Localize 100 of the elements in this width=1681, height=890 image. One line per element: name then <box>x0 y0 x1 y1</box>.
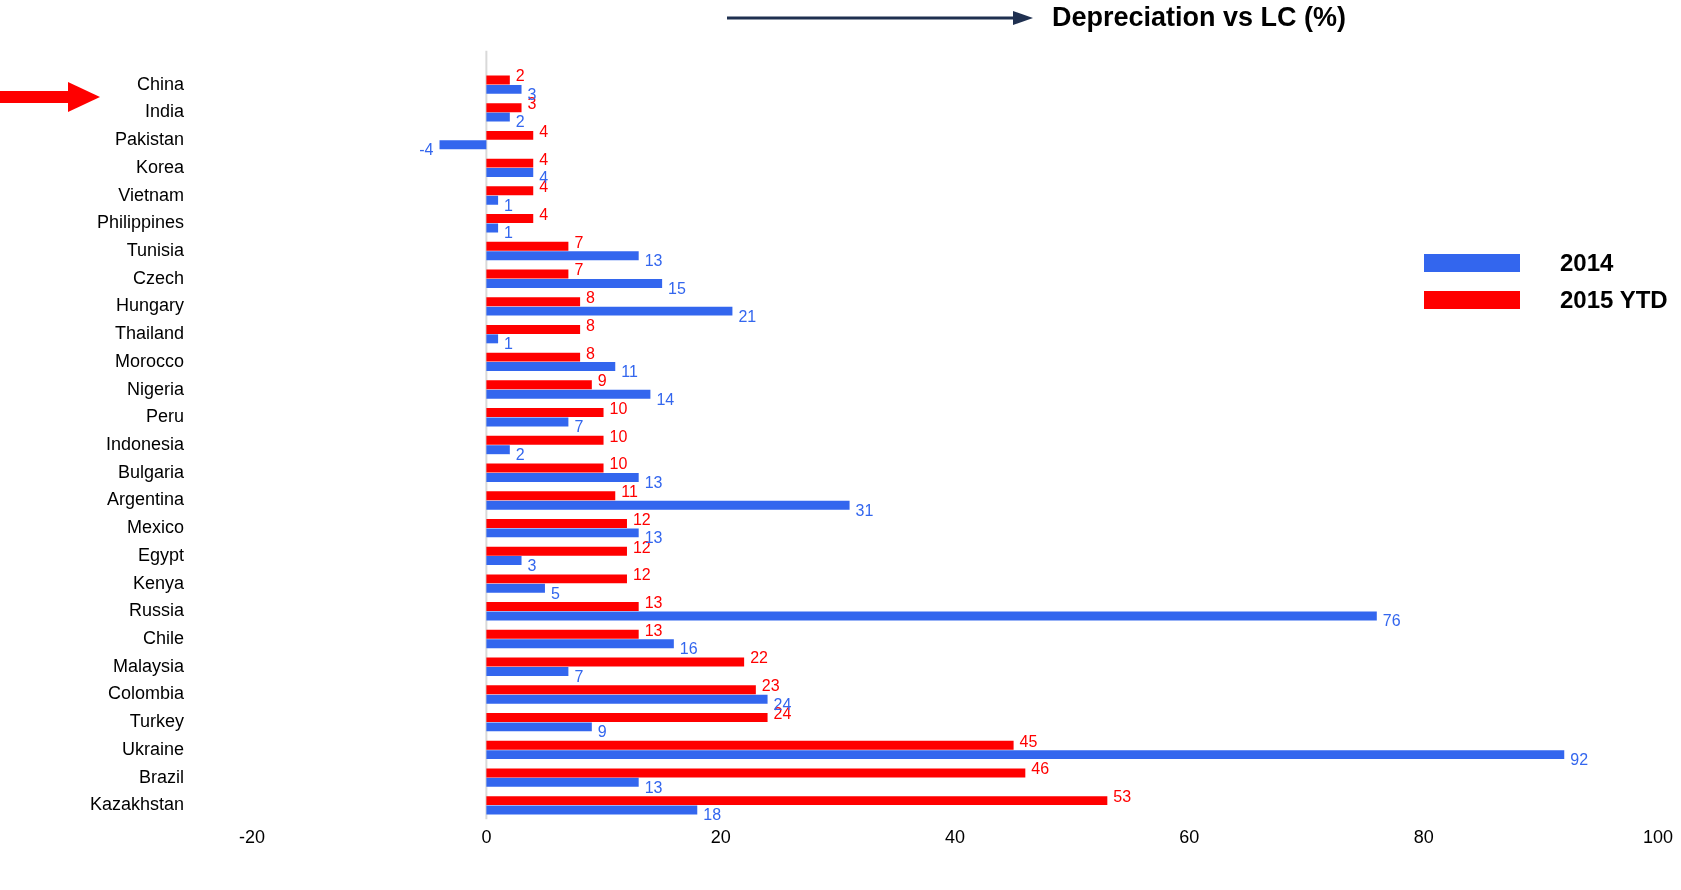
bar <box>486 389 651 399</box>
bar <box>486 251 639 261</box>
bar <box>486 685 756 695</box>
x-tick-label: 40 <box>945 826 966 847</box>
y-tick-label: Brazil <box>139 766 185 787</box>
y-tick-label: Malaysia <box>113 655 186 676</box>
data-label: 13 <box>644 621 663 639</box>
data-label: 12 <box>632 510 651 528</box>
bar <box>486 805 698 815</box>
data-label: 18 <box>703 806 722 824</box>
data-label: 2 <box>515 446 525 464</box>
data-label: 9 <box>597 723 607 741</box>
data-label: 8 <box>586 344 596 362</box>
data-label: 8 <box>586 316 596 334</box>
y-tick-label: Indonesia <box>105 433 186 454</box>
data-label: 22 <box>750 649 769 667</box>
bar <box>486 629 639 639</box>
bar <box>486 112 510 122</box>
bar <box>486 352 581 362</box>
data-label: 2 <box>515 113 525 131</box>
data-label: 13 <box>644 473 663 491</box>
data-label: 4 <box>539 205 549 223</box>
bar <box>486 666 569 676</box>
bar <box>486 186 534 196</box>
x-tick-label: 60 <box>1179 826 1200 847</box>
y-tick-label: India <box>145 101 186 122</box>
bar <box>486 214 534 224</box>
data-label: 92 <box>1570 751 1589 769</box>
data-label: 15 <box>668 279 687 297</box>
data-label: 10 <box>609 427 628 445</box>
bar <box>486 324 581 334</box>
y-tick-label: Korea <box>136 156 186 177</box>
y-tick-label: Vietnam <box>118 184 185 205</box>
bar <box>486 694 768 704</box>
bar <box>486 463 604 473</box>
y-tick-label: Philippines <box>97 212 185 233</box>
x-tick-label: 80 <box>1413 826 1434 847</box>
bar <box>486 130 534 140</box>
y-tick-label: Pakistan <box>115 129 185 150</box>
bar <box>486 380 592 390</box>
x-tick-label: 100 <box>1642 826 1674 847</box>
y-tick-label: Mexico <box>127 517 185 538</box>
y-tick-label: Colombia <box>108 683 186 704</box>
data-label: 1 <box>504 224 514 242</box>
bar <box>486 528 639 538</box>
bar <box>486 334 499 344</box>
data-label: 13 <box>644 252 663 270</box>
data-label: 4 <box>539 150 549 168</box>
data-label: 10 <box>609 399 628 417</box>
legend-label: 2015 YTD <box>1560 285 1668 314</box>
data-label: 1 <box>504 196 514 214</box>
data-label: 12 <box>632 566 651 584</box>
bar <box>486 574 627 584</box>
bar <box>486 435 604 445</box>
y-tick-label: Ukraine <box>122 738 185 759</box>
y-tick-label: Tunisia <box>126 239 186 260</box>
y-tick-label: China <box>137 73 186 94</box>
bar <box>486 740 1014 750</box>
bar <box>486 445 510 455</box>
data-label: 11 <box>621 483 638 501</box>
data-label: 10 <box>609 455 628 473</box>
y-tick-label: Nigeria <box>127 378 186 399</box>
bar <box>486 602 639 612</box>
bar <box>486 241 569 251</box>
bar <box>486 195 499 205</box>
bar <box>486 768 1026 778</box>
data-label: 8 <box>586 289 596 307</box>
data-label: 11 <box>621 362 638 380</box>
bar <box>486 306 733 316</box>
bar <box>486 583 545 593</box>
bar <box>486 297 581 307</box>
bar <box>486 546 627 556</box>
x-tick-label: 0 <box>481 826 492 847</box>
bar <box>486 777 639 787</box>
x-tick-label: 20 <box>710 826 731 847</box>
bar <box>439 140 487 150</box>
bar <box>486 472 639 482</box>
chart-title: Depreciation vs LC (%) <box>1052 2 1347 33</box>
y-tick-label: Bulgaria <box>118 461 186 482</box>
bar <box>486 75 510 85</box>
bar <box>486 103 522 113</box>
y-tick-label: Kazakhstan <box>90 794 185 815</box>
data-label: 76 <box>1382 612 1401 630</box>
data-label: 1 <box>504 335 514 353</box>
bar <box>486 491 616 501</box>
data-label: 2 <box>515 67 525 85</box>
y-tick-label: Morocco <box>115 350 185 371</box>
bar <box>486 639 674 649</box>
data-label: 4 <box>539 122 549 140</box>
bar <box>486 84 522 94</box>
bar <box>486 362 616 372</box>
data-label: 21 <box>738 307 757 325</box>
bar <box>486 611 1377 621</box>
bar <box>486 750 1565 760</box>
data-label: 9 <box>597 372 607 390</box>
data-label: 14 <box>656 390 675 408</box>
data-label: 13 <box>644 594 663 612</box>
y-tick-label: Russia <box>129 600 186 621</box>
data-label: -4 <box>419 141 434 159</box>
data-label: 7 <box>574 261 584 279</box>
